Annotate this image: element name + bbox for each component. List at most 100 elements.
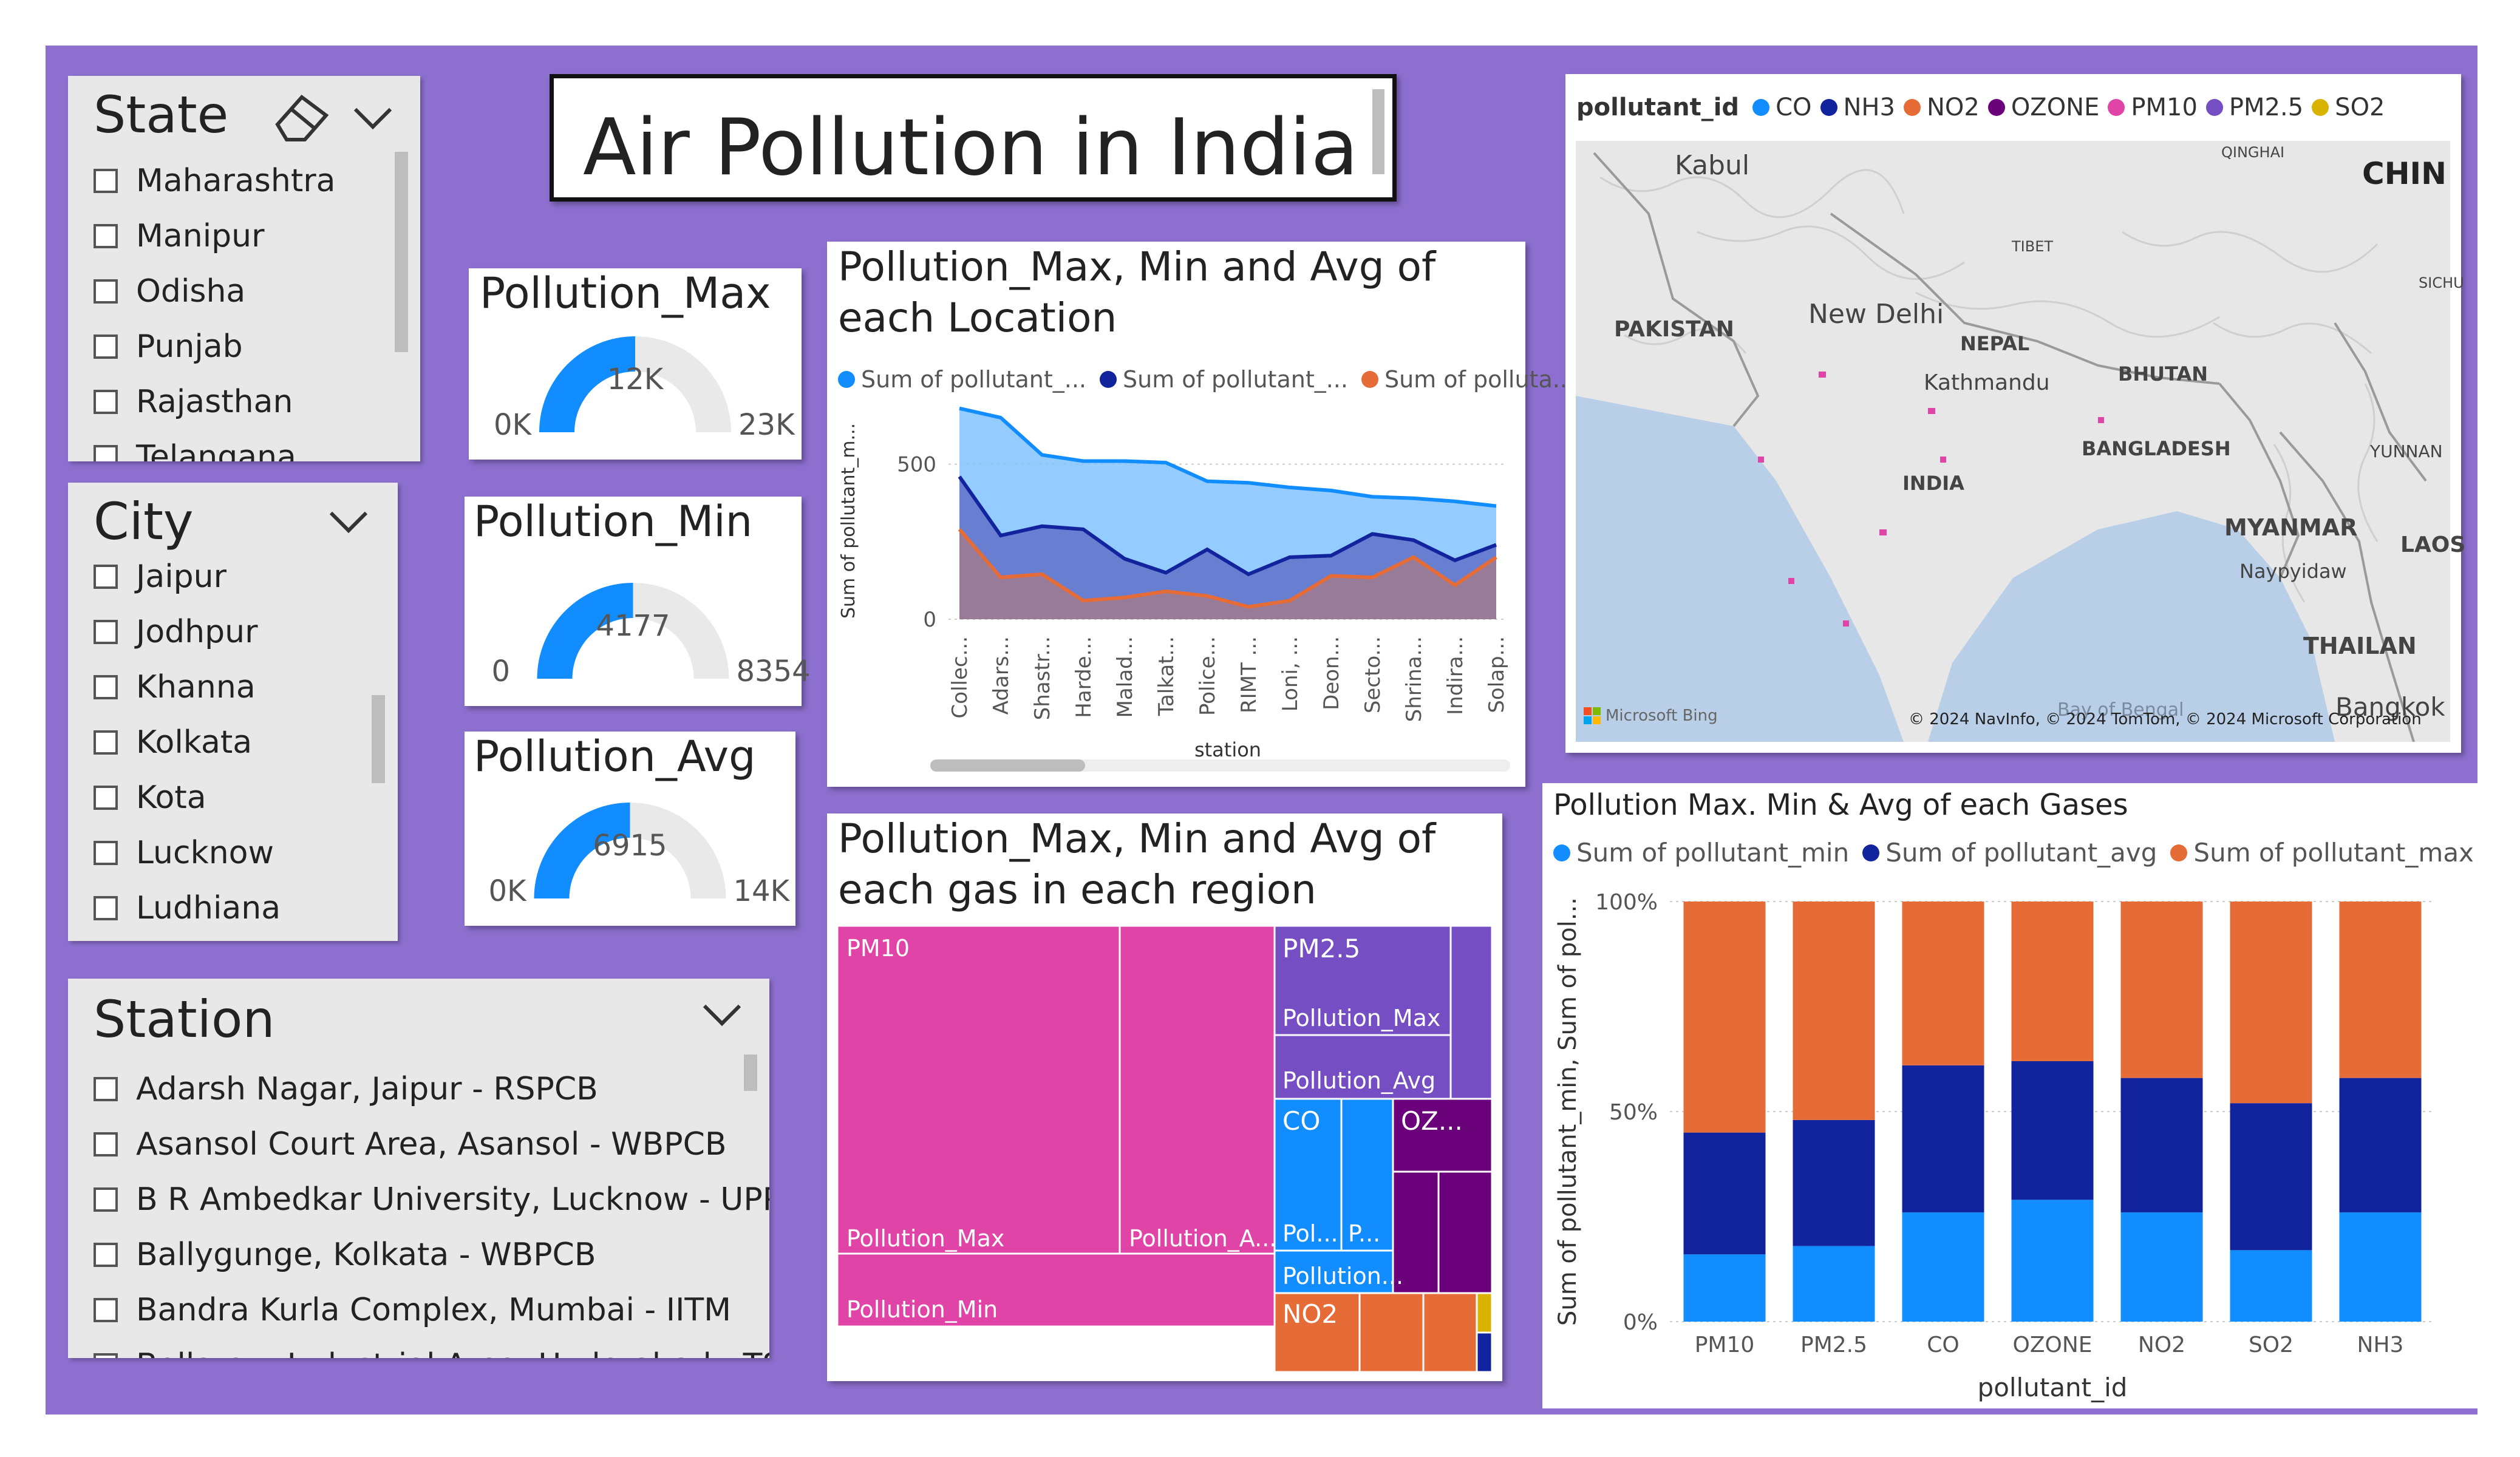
- map-canvas[interactable]: [1576, 141, 2450, 742]
- station-option[interactable]: Bollaram Industrial Area, Hyderabad - TS…: [94, 1341, 769, 1358]
- checkbox[interactable]: [94, 279, 118, 304]
- map-legend-item[interactable]: NH3: [1820, 93, 1895, 121]
- bar-segment: [1793, 1119, 1875, 1246]
- state-option[interactable]: Punjab: [94, 322, 243, 371]
- map-legend-item[interactable]: NO2: [1903, 93, 1980, 121]
- city-option[interactable]: Kota: [94, 773, 206, 822]
- microsoft-logo-icon: [1584, 707, 1601, 724]
- station-option[interactable]: Bandra Kurla Complex, Mumbai - IITM: [94, 1286, 731, 1334]
- checkbox[interactable]: [94, 1298, 118, 1322]
- city-option[interactable]: Lucknow: [94, 829, 274, 877]
- station-option[interactable]: Ballygunge, Kolkata - WBPCB: [94, 1231, 596, 1279]
- eraser-icon[interactable]: [268, 88, 335, 143]
- station-option[interactable]: Asansol Court Area, Asansol - WBPCB: [94, 1120, 727, 1169]
- map-panel[interactable]: pollutant_id CO NH3 NO2 OZONE PM10 PM2.5 SO2: [1565, 74, 2465, 753]
- treemap-label-pm10-max: Pollution_Max: [846, 1225, 1005, 1252]
- x-tick-label: Shastr...: [1030, 636, 1055, 720]
- gauge-fill: [537, 583, 633, 679]
- treemap-cell-co-b: [1340, 1098, 1394, 1252]
- station-option[interactable]: B R Ambedkar University, Lucknow - UPPCB: [94, 1175, 769, 1224]
- checkbox[interactable]: [94, 620, 118, 644]
- city-option-label: Kota: [136, 779, 206, 816]
- gauge-value: 4177: [596, 609, 670, 643]
- map-legend-label: OZONE: [2011, 93, 2100, 121]
- station-option[interactable]: Adarsh Nagar, Jaipur - RSPCB: [94, 1065, 598, 1113]
- checkbox[interactable]: [94, 390, 118, 414]
- gauge-card[interactable]: Pollution_Avg 0K 14K 6915: [465, 732, 795, 926]
- x-tick-label: Deon...: [1320, 636, 1344, 710]
- map-label-kathmandu: Kathmandu: [1924, 370, 2050, 395]
- state-option[interactable]: Telangana: [94, 433, 296, 461]
- city-scrollbar[interactable]: [372, 695, 385, 783]
- gauge-max-label: 23K: [738, 408, 795, 442]
- gauge-min-label: 0K: [494, 408, 532, 442]
- checkbox[interactable]: [94, 841, 118, 865]
- checkbox[interactable]: [94, 1353, 118, 1358]
- chevron-down-icon[interactable]: [329, 495, 368, 534]
- checkbox[interactable]: [94, 1243, 118, 1267]
- map-legend-item[interactable]: OZONE: [1987, 93, 2100, 121]
- checkbox[interactable]: [94, 169, 118, 193]
- map-label-nepal: NEPAL: [1960, 332, 2030, 355]
- treemap-cell-no2-c: [1422, 1292, 1478, 1373]
- bar-segment: [2230, 902, 2312, 1104]
- city-option[interactable]: Khanna: [94, 663, 256, 712]
- map-label-bangkok: Bangkok: [2335, 692, 2445, 722]
- checkbox[interactable]: [94, 445, 118, 461]
- state-option[interactable]: Manipur: [94, 212, 264, 260]
- area-chart-panel[interactable]: Pollution_Max, Min and Avg of each Locat…: [827, 242, 1575, 787]
- treemap-label-pm25-max: Pollution_Max: [1282, 1005, 1441, 1031]
- treemap-panel[interactable]: Pollution_Max, Min and Avg of each gas i…: [827, 813, 1502, 1381]
- station-slicer[interactable]: Station Adarsh Nagar, Jaipur - RSPCB Asan…: [68, 979, 769, 1358]
- x-tick-label: SO2: [2249, 1333, 2294, 1357]
- checkbox[interactable]: [94, 1187, 118, 1212]
- area-series-line: [958, 528, 1497, 609]
- checkbox[interactable]: [94, 224, 118, 248]
- x-tick-label: Harde...: [1072, 636, 1096, 718]
- station-option-label: Ballygunge, Kolkata - WBPCB: [136, 1237, 596, 1273]
- map-legend-item[interactable]: PM10: [2108, 93, 2198, 121]
- treemap-label-no2: NO2: [1282, 1299, 1338, 1329]
- checkbox[interactable]: [94, 335, 118, 359]
- map-legend-item[interactable]: SO2: [2312, 93, 2385, 121]
- bar-segment: [1902, 1212, 1984, 1322]
- checkbox[interactable]: [94, 730, 118, 755]
- checkbox[interactable]: [94, 896, 118, 920]
- treemap-plot: [836, 925, 1493, 1373]
- state-slicer[interactable]: State Maharashtra Manipur Odisha Punjab Raja…: [68, 76, 420, 461]
- legend-dot: [2205, 99, 2223, 116]
- bar-segment: [1683, 902, 1766, 1133]
- area-chart-scrollbar[interactable]: [930, 759, 1510, 772]
- state-option[interactable]: Maharashtra: [94, 157, 335, 205]
- gauge-title: Pollution_Max: [480, 268, 771, 318]
- page-title-box: Air Pollution in India: [550, 74, 1397, 202]
- station-scrollbar[interactable]: [744, 1055, 757, 1091]
- city-option[interactable]: Ludhiana: [94, 884, 281, 932]
- checkbox[interactable]: [94, 786, 118, 810]
- city-option[interactable]: Jodhpur: [94, 608, 257, 656]
- state-option-label: Punjab: [136, 328, 243, 365]
- state-option[interactable]: Odisha: [94, 267, 245, 316]
- checkbox[interactable]: [94, 565, 118, 589]
- chevron-down-icon[interactable]: [353, 91, 392, 130]
- state-option-label: Odisha: [136, 273, 246, 310]
- chevron-down-icon[interactable]: [703, 988, 741, 1027]
- map-legend-item[interactable]: CO: [1752, 93, 1812, 121]
- gauge-arc: [537, 583, 729, 679]
- bar-segment: [2011, 1200, 2094, 1322]
- state-scrollbar[interactable]: [395, 152, 408, 352]
- map-legend-item[interactable]: PM2.5: [2205, 93, 2303, 121]
- bar-chart-panel[interactable]: Pollution Max. Min & Avg of each Gases S…: [1542, 783, 2477, 1408]
- city-slicer[interactable]: City Jaipur Jodhpur Khanna Kolkata Kota Luckn…: [68, 483, 398, 941]
- checkbox[interactable]: [94, 675, 118, 699]
- city-option[interactable]: Kolkata: [94, 718, 252, 767]
- state-option[interactable]: Rajasthan: [94, 378, 293, 426]
- x-tick-label: CO: [1927, 1333, 1959, 1357]
- gauge-card[interactable]: Pollution_Min 0 8354 4177: [465, 497, 811, 706]
- city-option[interactable]: Jaipur: [94, 552, 226, 601]
- checkbox[interactable]: [94, 1132, 118, 1156]
- gauge-value: 6915: [593, 829, 667, 863]
- x-tick-label: Talkat...: [1154, 636, 1179, 716]
- gauge-card[interactable]: Pollution_Max 0K 23K 12K: [469, 268, 802, 460]
- checkbox[interactable]: [94, 1077, 118, 1101]
